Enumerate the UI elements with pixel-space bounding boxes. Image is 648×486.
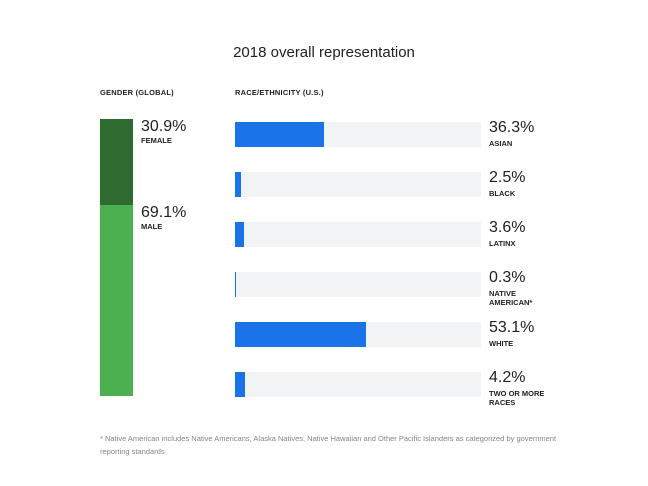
- race-category: TWO OR MORE RACES: [489, 389, 545, 407]
- gender-category: MALE: [141, 221, 163, 231]
- race-bar-track: [235, 172, 481, 197]
- race-value: 0.3%: [489, 269, 526, 286]
- race-label: 0.3% NATIVE AMERICAN*: [489, 269, 609, 307]
- gender-value: 69.1%: [141, 203, 187, 221]
- race-category: ASIAN: [489, 139, 513, 148]
- race-label: 3.6% LATINX: [489, 219, 609, 248]
- gender-segment-female: [100, 119, 133, 205]
- race-bar-track: [235, 272, 481, 297]
- gender-segment-male: [100, 204, 133, 396]
- gender-label-male: 69.1% MALE: [141, 204, 186, 231]
- race-bar: [235, 272, 236, 297]
- race-value: 2.5%: [489, 169, 526, 186]
- race-bar-track: [235, 322, 481, 347]
- chart-title: 2018 overall representation: [233, 44, 415, 61]
- race-category: LATINX: [489, 239, 516, 248]
- race-row: 3.6% LATINX: [0, 219, 648, 272]
- race-category: NATIVE AMERICAN*: [489, 289, 533, 307]
- race-value: 3.6%: [489, 219, 526, 236]
- race-bar-track: [235, 122, 481, 147]
- race-label: 53.1% WHITE: [489, 319, 609, 348]
- race-label: 36.3% ASIAN: [489, 119, 609, 148]
- gender-category: FEMALE: [141, 136, 172, 145]
- race-bar-track: [235, 222, 481, 247]
- race-section-label: RACE/ETHNICITY (U.S.): [235, 88, 324, 97]
- footnote: * Native American includes Native Americ…: [100, 434, 557, 456]
- gender-label-female: 30.9% FEMALE: [141, 118, 186, 145]
- race-label: 4.2% TWO OR MORE RACES: [489, 369, 609, 407]
- gender-stacked-bar: [100, 119, 133, 396]
- race-bar-track: [235, 372, 481, 397]
- race-row: 36.3% ASIAN: [0, 119, 648, 172]
- race-value: 53.1%: [489, 319, 535, 336]
- race-bar: [235, 172, 242, 197]
- gender-section-label: GENDER (GLOBAL): [100, 88, 174, 97]
- race-value: 4.2%: [489, 369, 526, 386]
- race-bar: [235, 222, 244, 247]
- race-bar: [235, 122, 325, 147]
- race-value: 36.3%: [489, 119, 535, 136]
- race-label: 2.5% BLACK: [489, 169, 609, 198]
- race-row: 4.2% TWO OR MORE RACES: [0, 369, 648, 422]
- race-category: WHITE: [489, 339, 514, 348]
- race-row: 53.1% WHITE: [0, 319, 648, 372]
- race-bar: [235, 322, 366, 347]
- race-row: 2.5% BLACK: [0, 169, 648, 222]
- race-bar: [235, 372, 246, 397]
- race-row: 0.3% NATIVE AMERICAN*: [0, 269, 648, 322]
- race-category: BLACK: [489, 189, 516, 198]
- gender-value: 30.9%: [141, 118, 187, 135]
